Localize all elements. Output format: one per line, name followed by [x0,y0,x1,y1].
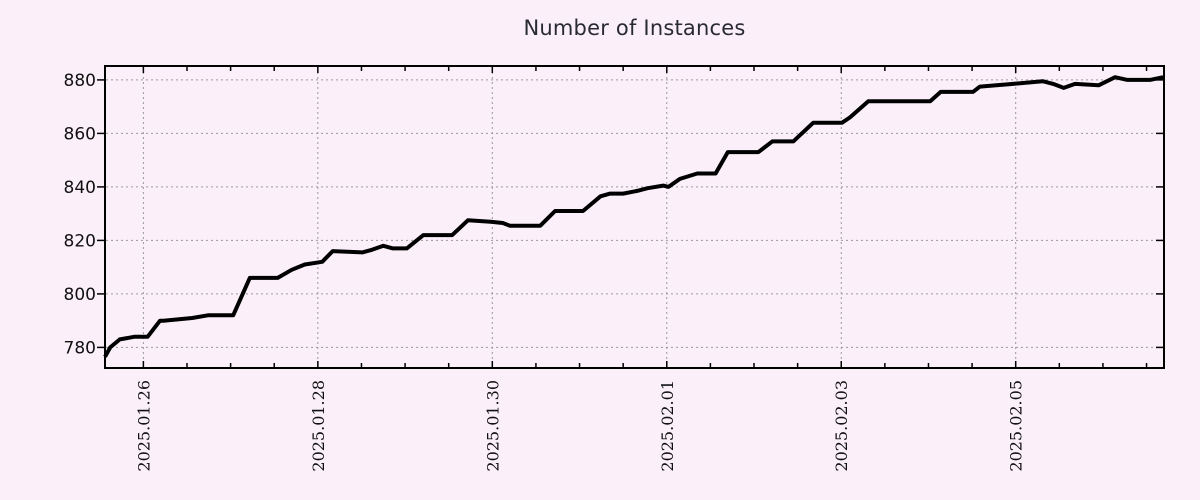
y-tick-label: 860 [64,124,96,144]
axis-ticks [97,67,1163,367]
y-tick-label: 840 [64,178,96,198]
x-tick-label: 2025.02.03 [832,380,851,472]
y-tick-labels: 780 800 820 840 860 880 [64,71,96,358]
plot-border [104,65,1165,369]
x-tick-labels: 2025.01.26 2025.01.28 2025.01.30 2025.02.01… [134,380,1025,472]
x-tick-label: 2025.02.01 [658,380,677,472]
x-tick-label: 2025.02.05 [1007,380,1026,472]
chart-title: Number of Instances [523,16,746,40]
series-line-instances [103,75,1164,358]
x-tick-label: 2025.01.26 [134,380,153,472]
x-tick-label: 2025.01.28 [309,380,328,472]
y-tick-label: 880 [64,71,96,91]
gridlines [106,67,1163,367]
x-tick-label: 2025.01.30 [483,380,502,472]
y-tick-label: 800 [64,285,96,305]
y-tick-label: 820 [64,231,96,251]
y-tick-label: 780 [64,338,96,358]
